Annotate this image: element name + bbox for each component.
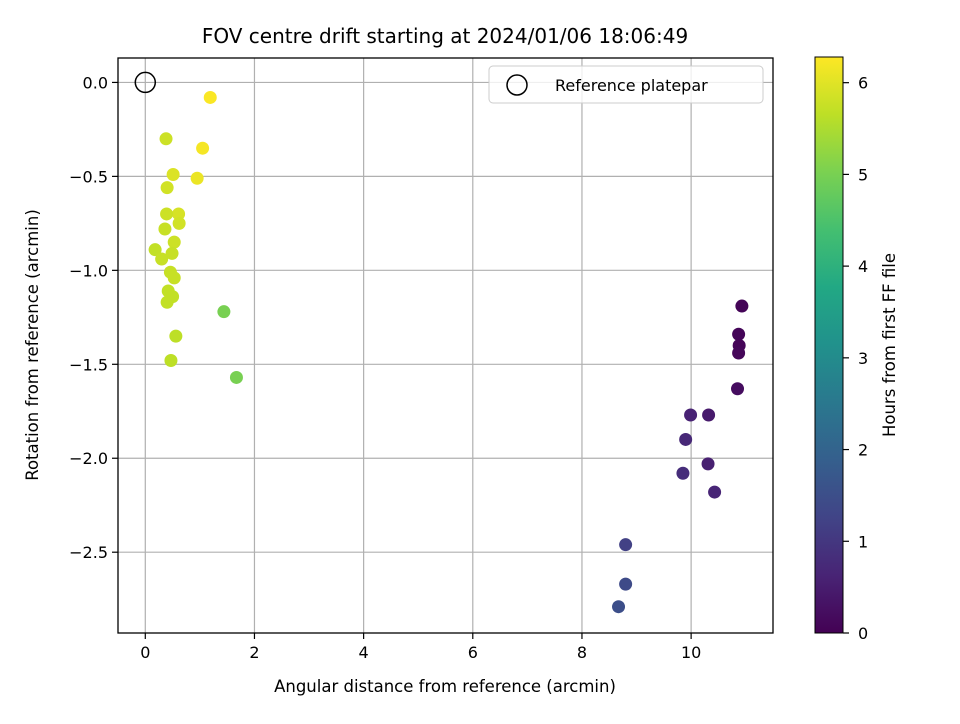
scatter-point xyxy=(165,246,179,260)
x-tick-label: 4 xyxy=(359,643,369,662)
grid-lines xyxy=(118,58,773,633)
scatter-point xyxy=(702,408,716,422)
colorbar-ticks: 0 1 2 3 4 5 6 xyxy=(843,74,868,643)
x-tick-label: 10 xyxy=(681,643,701,662)
scatter-point xyxy=(172,207,186,221)
x-tick-label: 0 xyxy=(140,643,150,662)
y-tick-label: 0.0 xyxy=(83,73,108,92)
scatter-point xyxy=(166,168,180,182)
scatter-point xyxy=(676,466,690,480)
y-tick-label: −0.5 xyxy=(69,167,108,186)
reference-point xyxy=(134,71,157,94)
legend-entry-reference: Reference platepar xyxy=(555,76,708,95)
scatter-point xyxy=(148,243,162,257)
scatter-point xyxy=(229,370,243,384)
colorbar-tick-label: 4 xyxy=(858,257,868,276)
scatter-point xyxy=(190,171,204,185)
scatter-point xyxy=(679,432,693,446)
scatter-point xyxy=(155,252,169,266)
y-tick-label: −2.0 xyxy=(69,449,108,468)
scatter-point xyxy=(159,132,173,146)
y-tick-label: −1.5 xyxy=(69,355,108,374)
scatter-point xyxy=(732,327,746,341)
chart-title: FOV centre drift starting at 2024/01/06 … xyxy=(202,24,688,48)
legend-box xyxy=(488,65,764,104)
scatter-point xyxy=(203,90,217,104)
scatter-point xyxy=(160,295,174,309)
x-tick-label: 6 xyxy=(468,643,478,662)
scatter-point xyxy=(158,222,172,236)
scatter-point xyxy=(619,538,633,552)
scatter-point xyxy=(684,408,698,422)
scatter-point xyxy=(167,235,181,249)
y-tick-label: −2.5 xyxy=(69,543,108,562)
scatter-point xyxy=(217,305,231,319)
colorbar-tick-label: 3 xyxy=(858,349,868,368)
colorbar-tick-label: 0 xyxy=(858,624,868,643)
scatter-point xyxy=(160,181,174,195)
x-tick-label: 8 xyxy=(577,643,587,662)
scatter-point xyxy=(708,485,722,499)
scatter-point xyxy=(164,354,178,368)
scatter-point xyxy=(701,457,715,471)
scatter-point xyxy=(735,299,749,313)
scatter-point xyxy=(172,216,186,230)
scatter-point xyxy=(619,577,633,591)
scatter-point xyxy=(612,600,626,614)
y-axis-ticks: 0.0 −0.5 −1.0 −1.5 −2.0 −2.5 xyxy=(69,73,118,562)
scatter-point xyxy=(160,207,174,221)
x-axis-ticks: 0 2 4 6 8 10 xyxy=(140,633,701,662)
scatter-point xyxy=(731,382,745,396)
y-tick-label: −1.0 xyxy=(69,261,108,280)
legend: Reference platepar xyxy=(488,65,764,104)
scatter-point xyxy=(167,271,181,285)
x-axis-label: Angular distance from reference (arcmin) xyxy=(274,677,616,696)
colorbar: 0 1 2 3 4 5 6 Hours from first FF file xyxy=(814,56,899,643)
colorbar-label: Hours from first FF file xyxy=(880,253,899,437)
colorbar-tick-label: 6 xyxy=(858,74,868,93)
data-points xyxy=(148,90,749,614)
colorbar-tick-label: 1 xyxy=(858,532,868,551)
plot-area-frame xyxy=(117,57,774,634)
colorbar-tick-label: 2 xyxy=(858,441,868,460)
reference-marker xyxy=(134,71,157,94)
y-axis-label: Rotation from reference (arcmin) xyxy=(23,209,42,481)
colorbar-tick-label: 5 xyxy=(858,165,868,184)
legend-reference-marker xyxy=(506,74,528,96)
scatter-point xyxy=(196,141,210,155)
colorbar-gradient xyxy=(814,56,844,634)
scatter-point xyxy=(169,329,183,343)
x-tick-label: 2 xyxy=(249,643,259,662)
scatter-point xyxy=(732,346,746,360)
